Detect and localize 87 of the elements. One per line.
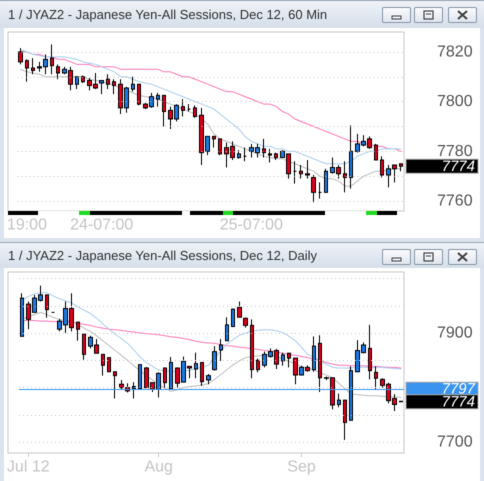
candlestick: [200, 362, 204, 386]
y-tick-label: 7800: [437, 93, 473, 110]
text: 7774: [442, 393, 475, 410]
candlestick: [218, 138, 222, 156]
candlestick: [18, 48, 23, 65]
x-tick-label: 25-07:00: [220, 216, 283, 234]
candlestick: [138, 364, 142, 390]
candlestick: [225, 316, 229, 342]
candlestick: [318, 334, 322, 392]
candlestick: [337, 393, 341, 408]
candlestick: [256, 358, 260, 373]
y-tick-label: 7760: [437, 192, 473, 210]
candlestick: [219, 338, 223, 362]
candlestick: [349, 366, 353, 422]
line-series: [22, 312, 402, 398]
candlestick: [113, 371, 117, 399]
chart-title: 1 / JYAZ2 - Japanese Yen-All Sessions, Dec 12, Daily: [8, 248, 318, 263]
chart-title: 1 / JYAZ2 - Japanese Yen-All Sessions, Dec 12, 60 Min: [8, 7, 328, 22]
candlestick: [45, 294, 49, 318]
candlestick: [131, 76, 135, 92]
candlestick: [293, 160, 297, 184]
line-series: [22, 292, 402, 372]
candlestick: [349, 124, 353, 190]
candlestick: [25, 58, 29, 82]
x-tick-label: 19:00: [6, 216, 48, 234]
candlestick: [162, 94, 166, 127]
y-tick-label: 7780: [437, 142, 473, 160]
candlestick: [368, 324, 372, 380]
candlestick: [56, 64, 60, 80]
candlestick: [274, 152, 278, 161]
candlestick: [181, 98, 185, 118]
candlestick: [169, 356, 173, 390]
candlestick: [132, 382, 136, 399]
line-series: [20, 68, 402, 187]
candlestick: [194, 352, 198, 379]
candlestick: [137, 84, 141, 106]
candlestick: [75, 76, 79, 90]
candlestick: [187, 104, 191, 112]
candlestick: [156, 92, 160, 108]
y-tick-label: 7820: [437, 43, 473, 60]
candlestick: [101, 354, 105, 376]
candlestick: [50, 44, 54, 75]
candlestick: [20, 292, 24, 337]
x-tick-label: 24-07:00: [70, 216, 134, 234]
y-tick-label: 7900: [437, 324, 473, 342]
candlestick: [237, 300, 242, 318]
candlestick: [305, 160, 310, 180]
candlestick: [82, 334, 86, 360]
candlestick: [262, 138, 266, 158]
candlestick: [268, 148, 272, 164]
x-tick-label: Aug: [144, 458, 173, 476]
candlestick: [343, 400, 347, 440]
candlestick: [399, 163, 403, 172]
candlestick: [318, 182, 322, 200]
candlestick: [231, 308, 235, 328]
candlestick: [193, 104, 197, 118]
candlestick: [243, 316, 248, 328]
candlestick: [107, 357, 111, 372]
text: 7774: [442, 158, 475, 175]
candlestick: [206, 373, 211, 385]
candlestick: [212, 346, 217, 372]
candlestick: [163, 366, 167, 388]
candlestick: [311, 174, 316, 203]
candlestick: [212, 136, 216, 148]
candlestick: [374, 366, 378, 390]
candlestick: [312, 336, 316, 372]
candlestick: [76, 321, 80, 342]
candlestick: [119, 379, 124, 390]
candlestick: [299, 164, 303, 180]
candlestick: [281, 352, 285, 366]
candlestick: [250, 318, 254, 379]
x-tick-label: Sep: [287, 458, 316, 476]
candlestick: [106, 74, 110, 90]
candlestick: [380, 156, 384, 178]
candlestick: [31, 58, 35, 75]
line-series: [22, 320, 402, 368]
x-tick-label: Jul 12: [6, 458, 50, 476]
candlestick: [237, 150, 241, 160]
candlestick: [243, 147, 247, 162]
candlestick: [374, 143, 378, 161]
y-tick-label: 7700: [437, 434, 473, 451]
candlestick: [112, 78, 116, 95]
candlestick: [81, 75, 85, 84]
candlestick: [287, 352, 291, 368]
candlestick: [343, 160, 347, 193]
candlestick: [99, 80, 104, 95]
candlestick: [324, 168, 328, 193]
